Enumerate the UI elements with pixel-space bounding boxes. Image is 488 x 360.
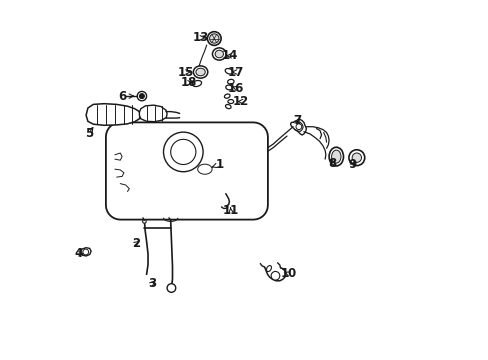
Ellipse shape: [212, 48, 225, 60]
Ellipse shape: [227, 79, 234, 84]
Text: 5: 5: [85, 127, 93, 140]
Ellipse shape: [215, 50, 223, 58]
Circle shape: [207, 32, 221, 45]
Text: 7: 7: [293, 114, 301, 127]
Polygon shape: [86, 104, 140, 125]
Circle shape: [82, 249, 88, 255]
Circle shape: [351, 153, 361, 162]
Polygon shape: [81, 248, 91, 256]
Circle shape: [348, 150, 364, 166]
Circle shape: [142, 220, 146, 223]
Circle shape: [295, 124, 301, 130]
Text: 13: 13: [192, 31, 208, 44]
Ellipse shape: [224, 94, 229, 98]
Circle shape: [163, 132, 203, 172]
Text: 16: 16: [227, 82, 244, 95]
Circle shape: [270, 271, 279, 280]
Circle shape: [139, 94, 144, 99]
Ellipse shape: [328, 147, 343, 166]
Circle shape: [170, 139, 196, 165]
Text: 14: 14: [222, 49, 238, 62]
Text: 3: 3: [147, 277, 156, 290]
Text: 10: 10: [280, 267, 296, 280]
Ellipse shape: [192, 81, 201, 86]
Text: 18: 18: [180, 76, 197, 89]
Circle shape: [209, 34, 219, 43]
Text: 9: 9: [347, 158, 356, 171]
Circle shape: [137, 91, 146, 101]
Text: 17: 17: [227, 66, 244, 78]
Ellipse shape: [197, 164, 212, 174]
Ellipse shape: [266, 266, 271, 271]
Ellipse shape: [331, 150, 340, 163]
Text: 8: 8: [328, 157, 336, 170]
Text: 2: 2: [131, 237, 140, 250]
Polygon shape: [139, 105, 167, 122]
Text: 1: 1: [212, 158, 223, 171]
Text: 11: 11: [222, 204, 239, 217]
Ellipse shape: [193, 66, 207, 78]
Ellipse shape: [225, 104, 231, 109]
Text: 12: 12: [232, 95, 248, 108]
Text: 6: 6: [119, 90, 133, 103]
Polygon shape: [106, 122, 267, 220]
Text: 4: 4: [75, 247, 83, 260]
Ellipse shape: [196, 68, 205, 76]
Ellipse shape: [227, 99, 233, 104]
Circle shape: [167, 284, 175, 292]
Text: 15: 15: [178, 66, 194, 78]
Ellipse shape: [225, 85, 232, 90]
Ellipse shape: [225, 68, 232, 74]
